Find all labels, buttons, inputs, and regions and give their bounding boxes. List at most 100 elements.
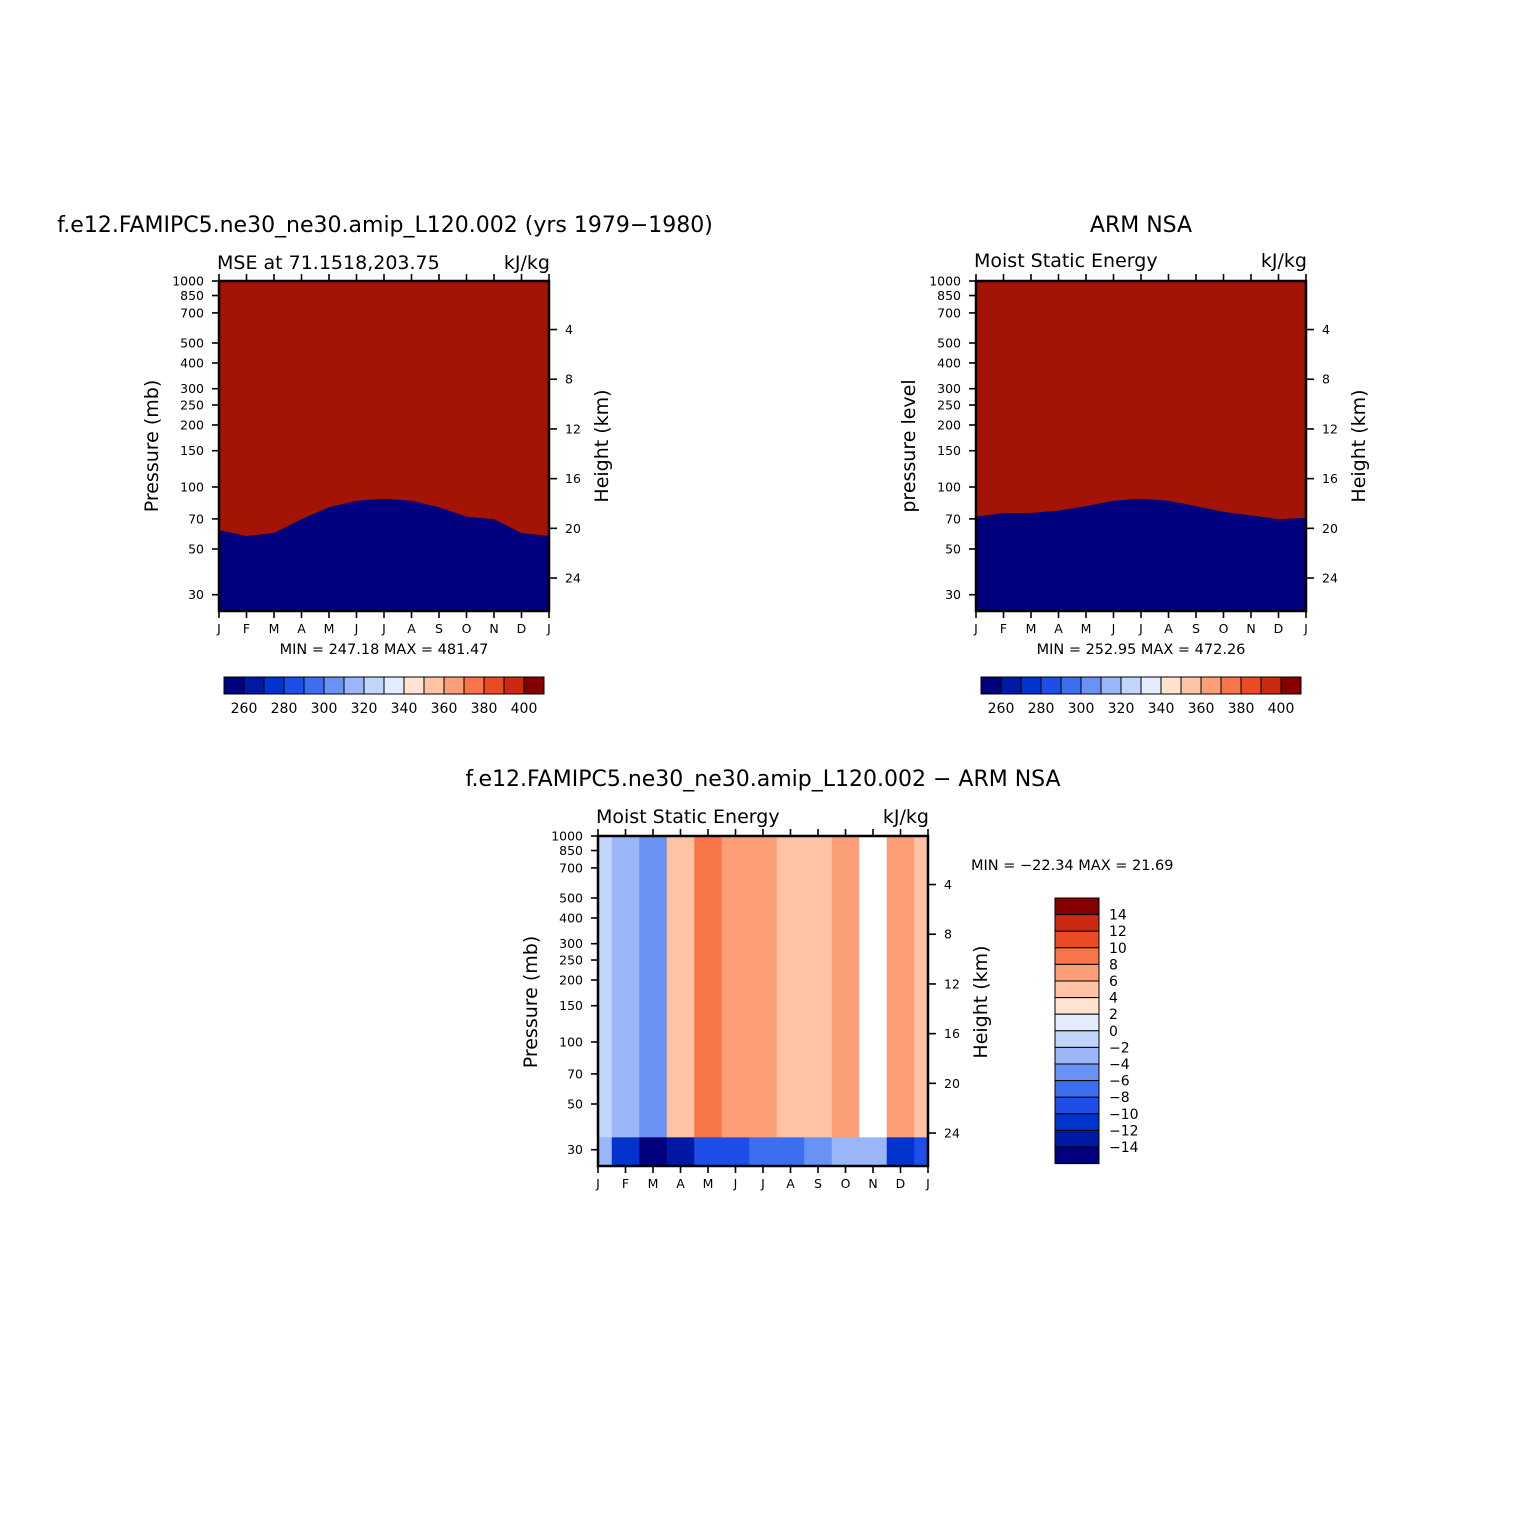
x-tick-label: S	[814, 1176, 822, 1191]
panel-obs-contours	[975, 280, 1307, 611]
y-tick-label: 300	[559, 936, 583, 951]
x-tick-label: J	[216, 621, 221, 636]
x-tick-label: J	[1303, 621, 1308, 636]
panel-model-subtitle-right: kJ/kg	[504, 252, 550, 274]
panel-obs-plot-area: J F M A M J J A S O N D J 30 50 70 100 150 200 250 300 400 500…	[929, 274, 1338, 637]
x-tick-label: J	[381, 621, 386, 636]
x-tick-label: A	[786, 1176, 795, 1191]
x-tick-label: S	[1192, 621, 1200, 636]
y-tick-label: 850	[180, 288, 204, 303]
y-tick-label-right: 24	[944, 1126, 960, 1141]
colorbar-box	[383, 676, 405, 695]
colorbar-box	[1200, 676, 1222, 695]
panel-diff-axes: J F M A M J J A S O N D J 30 50 70 100 150 200 250 300 400 500…	[551, 829, 960, 1192]
panel-model-ylabel: Pressure (mb)	[141, 380, 163, 513]
colorbar-label: 280	[1028, 701, 1055, 717]
panel-diff: f.e12.FAMIPC5.ne30_ne30.amip_L120.002 − …	[465, 767, 1173, 1191]
y-tick-label: 100	[180, 479, 204, 494]
y-tick-label: 150	[180, 443, 204, 458]
x-tick-label: J	[595, 1176, 600, 1191]
y-tick-label: 30	[567, 1142, 583, 1157]
contour-cell	[914, 836, 929, 1138]
panel-diff-ylabel: Pressure (mb)	[520, 936, 542, 1069]
panel-model-title: f.e12.FAMIPC5.ne30_ne30.amip_L120.002 (y…	[57, 213, 713, 238]
panel-model-colorbar: 260 280 300 320 340 360 380 400	[223, 676, 545, 717]
y-tick-label: 700	[937, 305, 961, 320]
colorbar-box	[1054, 1046, 1100, 1065]
panel-model: f.e12.FAMIPC5.ne30_ne30.amip_L120.002 (y…	[57, 213, 713, 717]
contour-cell	[831, 836, 860, 1138]
y-tick-label: 700	[559, 860, 583, 875]
x-tick-label: N	[868, 1176, 877, 1191]
y-tick-label: 850	[559, 843, 583, 858]
colorbar-box	[283, 676, 305, 695]
y-tick-label-right: 4	[1322, 322, 1330, 337]
panel-obs-minmax: MIN = 252.95 MAX = 472.26	[1037, 642, 1246, 658]
colorbar-label: 320	[351, 701, 378, 717]
y-tick-label: 250	[559, 953, 583, 968]
x-tick-label: D	[896, 1176, 906, 1191]
y-tick-label-right: 20	[944, 1076, 960, 1091]
y-tick-label: 30	[945, 587, 961, 602]
panel-diff-minmax: MIN = −22.34 MAX = 21.69	[971, 858, 1174, 874]
x-tick-label: S	[435, 621, 443, 636]
y-tick-label: 1000	[172, 274, 204, 289]
colorbar-box	[223, 676, 245, 695]
colorbar-label: −4	[1109, 1057, 1130, 1073]
y-tick-label: 400	[559, 910, 583, 925]
colorbar-label: 4	[1109, 991, 1118, 1007]
x-tick-label: N	[1246, 621, 1255, 636]
colorbar-box	[443, 676, 465, 695]
colorbar-box	[1280, 676, 1302, 695]
colorbar-label: −8	[1109, 1090, 1130, 1106]
panel-model-axes: J F M A M J J A S O N D J 30 50 70 100 150 200 250 300 400 500…	[172, 274, 581, 637]
colorbar-label: 260	[988, 701, 1015, 717]
y-tick-label: 200	[937, 417, 961, 432]
colorbar-box	[1054, 930, 1100, 949]
y-tick-label: 100	[937, 479, 961, 494]
contour-cell	[859, 836, 888, 1138]
y-tick-label: 1000	[929, 274, 961, 289]
x-tick-label: J	[1138, 621, 1143, 636]
y-tick-label-right: 12	[1322, 421, 1338, 436]
panel-diff-subtitle-left: Moist Static Energy	[596, 806, 780, 828]
y-tick-label: 50	[188, 541, 204, 556]
x-tick-label: A	[1054, 621, 1063, 636]
x-tick-label: O	[1219, 621, 1229, 636]
x-tick-label: M	[324, 621, 335, 636]
x-tick-label: J	[546, 621, 551, 636]
panel-model-ylabel-right: Height (km)	[591, 389, 613, 502]
x-tick-label: M	[269, 621, 280, 636]
y-tick-label-right: 20	[565, 521, 581, 536]
colorbar-box	[1180, 676, 1202, 695]
x-tick-label: D	[1274, 621, 1284, 636]
colorbar-box	[1054, 963, 1100, 982]
y-tick-label: 200	[559, 972, 583, 987]
y-tick-label-right: 16	[944, 1026, 960, 1041]
y-tick-label: 100	[559, 1034, 583, 1049]
colorbar-label: 6	[1109, 974, 1118, 990]
colorbar-box	[1054, 1129, 1100, 1148]
colorbar-box	[263, 676, 285, 695]
y-tick-label: 30	[188, 587, 204, 602]
x-tick-label: J	[973, 621, 978, 636]
x-tick-label: J	[354, 621, 359, 636]
x-tick-label: J	[1111, 621, 1116, 636]
colorbar-label: 320	[1108, 701, 1135, 717]
colorbar-label: 360	[431, 701, 458, 717]
y-tick-label-right: 12	[565, 421, 581, 436]
colorbar-box	[1240, 676, 1262, 695]
panel-obs-ylabel: pressure level	[898, 379, 920, 512]
colorbar-box	[1054, 947, 1100, 965]
colorbar-box	[1054, 1030, 1100, 1048]
colorbar-box	[1120, 676, 1142, 695]
colorbar-label: 300	[311, 701, 338, 717]
colorbar-box	[1054, 1113, 1100, 1131]
y-tick-label-right: 12	[944, 976, 960, 991]
colorbar-label: 2	[1109, 1007, 1118, 1023]
y-tick-label: 500	[559, 891, 583, 906]
colorbar-label: 8	[1109, 957, 1118, 973]
colorbar-label: 14	[1109, 908, 1127, 924]
y-tick-label: 50	[567, 1096, 583, 1111]
